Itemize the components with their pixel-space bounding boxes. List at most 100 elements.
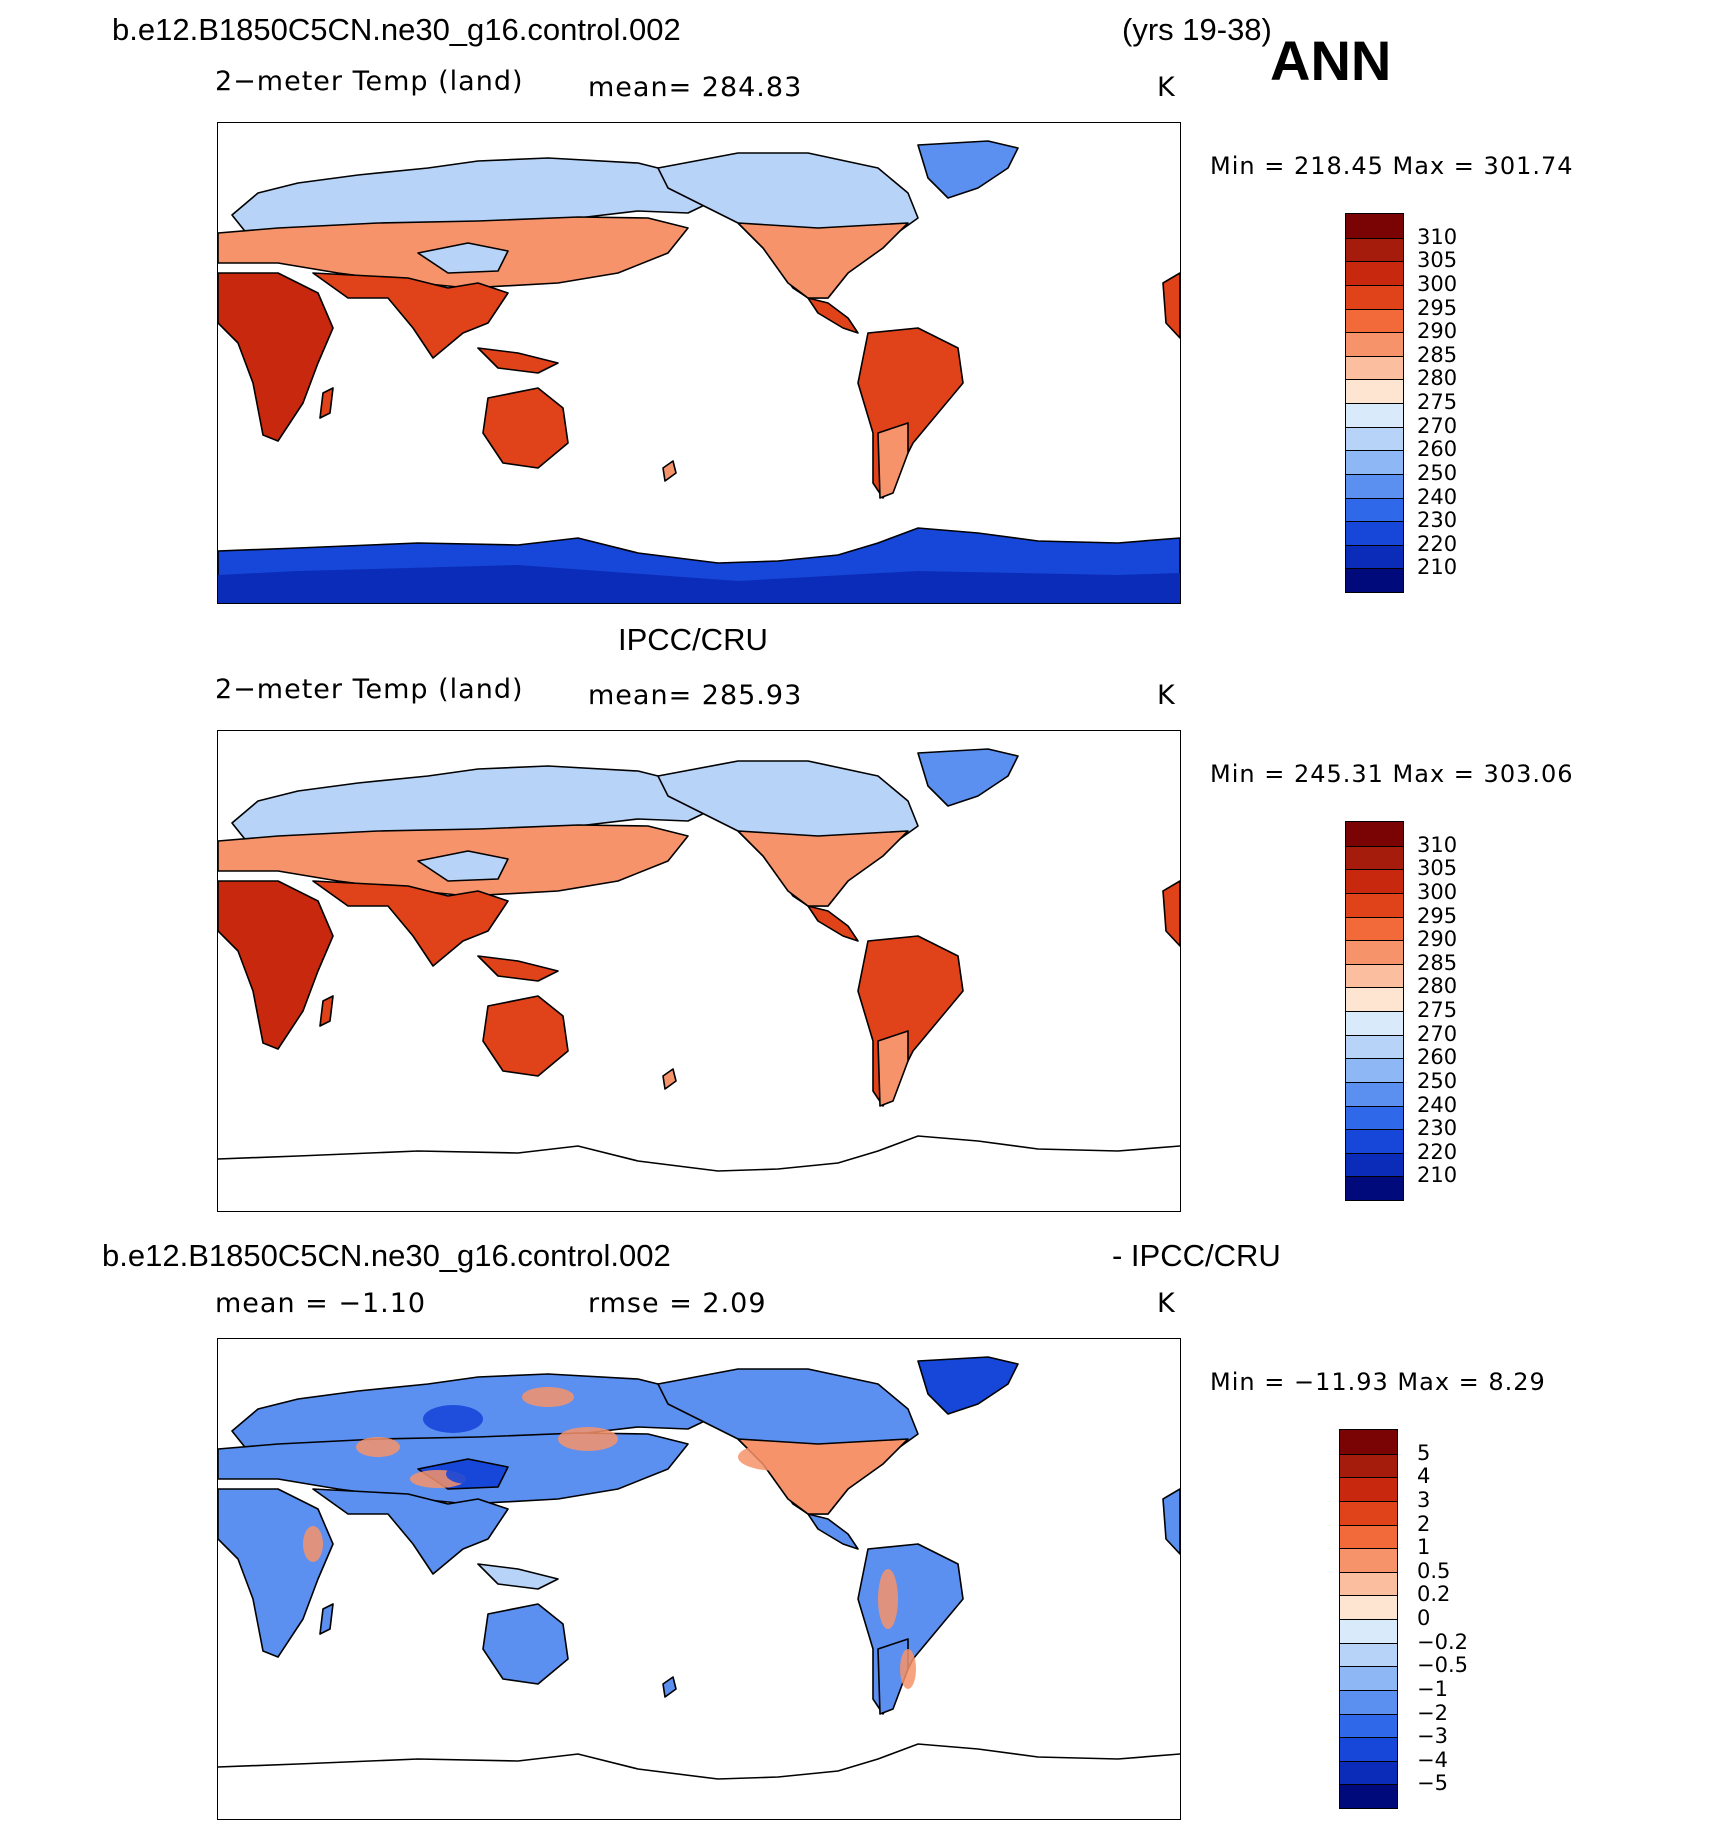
colorbar-swatch	[1340, 1477, 1397, 1501]
panel3-title-left: b.e12.B1850C5CN.ne30_g16.control.002	[102, 1238, 671, 1273]
colorbar-swatch	[1346, 355, 1403, 380]
colorbar-tick-label: 290	[1417, 927, 1458, 952]
colorbar-tick-label: −0.2	[1417, 1629, 1468, 1654]
colorbar-tick-label: 285	[1417, 950, 1458, 975]
colorbar-swatch	[1340, 1524, 1397, 1549]
colorbar-tick-label: 3	[1417, 1487, 1431, 1512]
panel1-map	[217, 122, 1181, 604]
colorbar-tick-label: 305	[1417, 856, 1458, 881]
colorbar-tick-label: 0	[1417, 1606, 1431, 1630]
australia	[482, 387, 569, 469]
colorbar-tick-label: 270	[1417, 413, 1458, 438]
warm-anomaly	[738, 1443, 818, 1471]
colorbar-swatch	[1346, 521, 1403, 545]
colorbar-tick-label: 280	[1417, 366, 1458, 391]
colorbar-tick-label: 250	[1417, 460, 1458, 485]
colorbar-swatch	[1346, 1034, 1403, 1059]
panel1-minmax: Min = 218.45 Max = 301.74	[1210, 152, 1574, 180]
colorbar-swatch	[1346, 1152, 1403, 1177]
map-canvas	[218, 731, 1180, 1211]
new-zealand	[662, 1676, 677, 1698]
colorbar-tick-label: 300	[1417, 879, 1458, 904]
colorbar-swatch	[1340, 1595, 1397, 1619]
continents	[218, 748, 1180, 1107]
colorbar-swatch	[1346, 403, 1403, 427]
new-zealand	[662, 1068, 677, 1090]
colorbar-swatch	[1346, 1011, 1403, 1035]
case-name-title: b.e12.B1850C5CN.ne30_g16.control.002	[112, 12, 681, 47]
indonesia	[477, 1563, 559, 1590]
colorbar-swatch	[1346, 987, 1403, 1011]
warm-anomaly	[356, 1437, 400, 1457]
colorbar-tick-label: 230	[1417, 1116, 1458, 1141]
tibet	[417, 242, 509, 274]
colorbar-swatch	[1340, 1713, 1397, 1738]
colorbar-swatch	[1340, 1619, 1397, 1643]
colorbar-tick-label: 260	[1417, 1045, 1458, 1070]
colorbar-swatch	[1346, 473, 1403, 498]
panel3-title-right: - IPCC/CRU	[1112, 1238, 1281, 1273]
colorbar-swatch	[1346, 940, 1403, 964]
tibet	[417, 850, 509, 882]
colorbar-swatch	[1340, 1760, 1397, 1785]
colorbar-swatch	[1340, 1642, 1397, 1667]
colorbar-swatch	[1340, 1548, 1397, 1572]
panel2-units: K	[1157, 680, 1176, 711]
madagascar	[319, 995, 334, 1027]
colorbar-swatch	[1346, 568, 1403, 592]
warm-anomaly	[303, 1526, 323, 1562]
colorbar-tick-label: 290	[1417, 319, 1458, 344]
colorbar-swatch	[1340, 1689, 1397, 1714]
patagonia	[877, 422, 909, 499]
colorbar-swatch	[1346, 284, 1403, 309]
panel3-mean: mean = −1.10	[215, 1288, 427, 1319]
panel1-variable: 2−meter Temp (land)	[215, 66, 524, 97]
colorbar-swatch	[1346, 450, 1403, 474]
panel1-colorbar	[1345, 213, 1404, 593]
colorbar-tick-label: −1	[1417, 1676, 1448, 1701]
colorbar-swatch	[1346, 237, 1403, 262]
africa	[218, 1488, 334, 1658]
colorbar-swatch	[1346, 822, 1403, 846]
panel2-variable: 2−meter Temp (land)	[215, 674, 524, 705]
panel3-rmse: rmse = 2.09	[588, 1288, 767, 1319]
colorbar-swatch	[1346, 892, 1403, 917]
cold-anomaly	[446, 1464, 490, 1484]
panel1-units: K	[1157, 72, 1176, 103]
colorbar-tick-label: 0.2	[1417, 1582, 1451, 1607]
colorbar-tick-label: 280	[1417, 974, 1458, 999]
panel3-colorbar	[1339, 1429, 1398, 1809]
season-label: ANN	[1270, 29, 1392, 92]
west-africa-edge	[1162, 880, 1180, 947]
west-africa-edge	[1162, 272, 1180, 339]
panel1-mean: mean= 284.83	[588, 72, 803, 103]
colorbar-swatch	[1346, 869, 1403, 893]
colorbar-tick-label: −2	[1417, 1700, 1448, 1725]
north-america-south	[737, 222, 909, 299]
colorbar-swatch	[1346, 544, 1403, 569]
colorbar-swatch	[1346, 1058, 1403, 1082]
panel2-minmax: Min = 245.31 Max = 303.06	[1210, 760, 1574, 788]
colorbar-tick-label: 295	[1417, 903, 1458, 928]
south-asia	[312, 272, 509, 359]
cold-anomaly	[956, 1369, 1000, 1389]
madagascar	[319, 387, 334, 419]
colorbar-tick-label: 230	[1417, 508, 1458, 533]
colorbar-swatch	[1346, 1081, 1403, 1106]
greenland	[917, 748, 1019, 807]
australia	[482, 1603, 569, 1685]
colorbar-tick-label: 2	[1417, 1511, 1431, 1536]
colorbar-swatch	[1346, 845, 1403, 870]
continents	[218, 140, 1180, 499]
colorbar-tick-label: 210	[1417, 1163, 1458, 1188]
colorbar-tick-label: 210	[1417, 555, 1458, 580]
colorbar-swatch	[1346, 379, 1403, 403]
colorbar-tick-label: 275	[1417, 998, 1458, 1022]
colorbar-tick-label: 295	[1417, 295, 1458, 320]
colorbar-swatch	[1340, 1737, 1397, 1761]
map-canvas	[218, 123, 1180, 603]
colorbar-tick-label: 300	[1417, 271, 1458, 296]
panel2-colorbar	[1345, 821, 1404, 1201]
north-america-south	[737, 830, 909, 907]
colorbar-swatch	[1346, 963, 1403, 988]
